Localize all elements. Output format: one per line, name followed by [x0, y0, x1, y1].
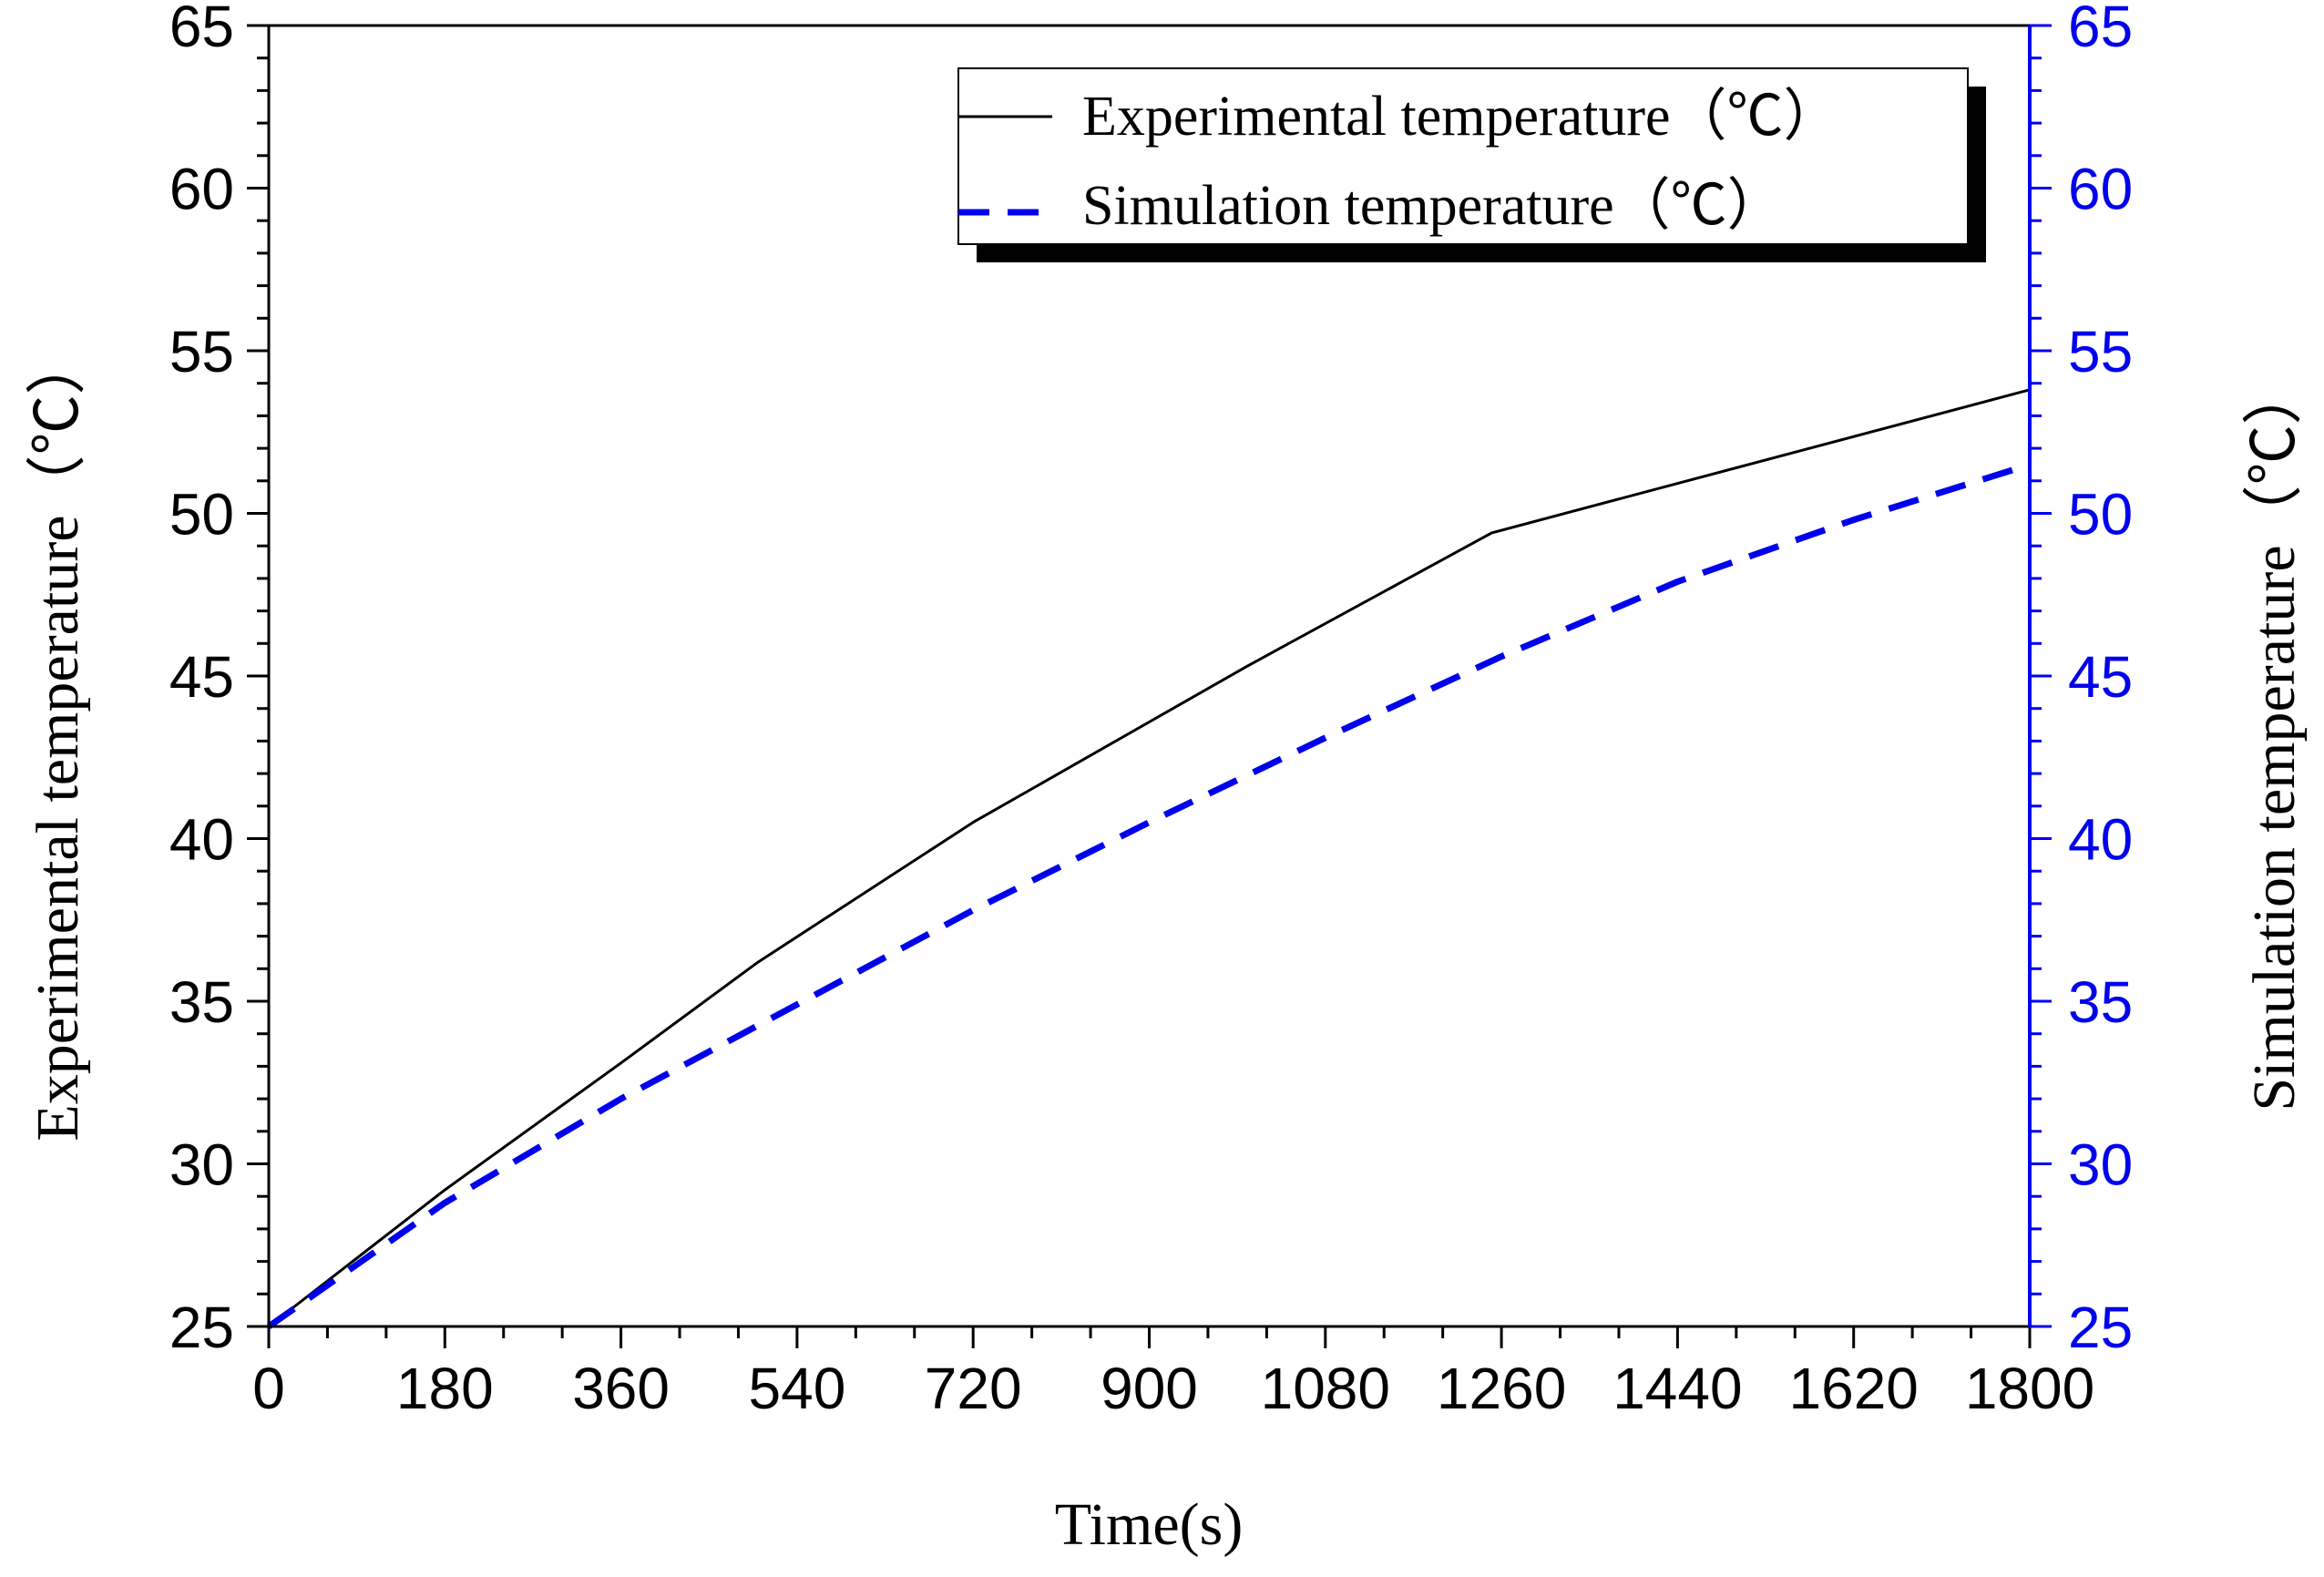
- simulation-temperature-line: [266, 461, 2032, 1329]
- series-layer: [266, 388, 2032, 1329]
- left-y-tick-label: 40: [169, 807, 234, 873]
- right-y-axis-title: Simulation temperature（℃）: [2241, 364, 2308, 1111]
- x-tick-label: 1260: [1437, 1356, 1566, 1421]
- x-tick-label: 900: [1101, 1356, 1198, 1421]
- ticks-layer: 0 180 360 540 720 900 1080 1260 1440 1620 18002530…: [169, 0, 2133, 1421]
- left-y-tick-label: 30: [169, 1132, 234, 1198]
- left-y-tick-label: 35: [169, 969, 234, 1035]
- legend-label-simulation: Simulation temperature（℃）: [1082, 175, 1784, 237]
- x-tick-label: 360: [572, 1356, 670, 1421]
- x-tick-label: 720: [925, 1356, 1022, 1421]
- x-tick-label: 1620: [1789, 1356, 1919, 1421]
- right-y-tick-label: 25: [2068, 1295, 2133, 1360]
- right-y-tick-label: 45: [2068, 644, 2133, 710]
- x-tick-label: 540: [749, 1356, 846, 1421]
- left-y-tick-label: 55: [169, 319, 234, 384]
- right-y-tick-label: 40: [2068, 807, 2133, 873]
- right-y-tick-label: 60: [2068, 157, 2133, 222]
- x-tick-label: 180: [396, 1356, 494, 1421]
- right-y-tick-label: 65: [2068, 0, 2133, 59]
- legend-label-experimental: Experimental temperature（℃）: [1082, 86, 1840, 148]
- right-y-tick-label: 30: [2068, 1132, 2133, 1198]
- left-y-axis-title: Experimental temperature（℃）: [25, 334, 91, 1141]
- legend: Experimental temperature（℃） Simulation t…: [957, 67, 1986, 262]
- x-tick-label: 1440: [1612, 1356, 1742, 1421]
- left-y-tick-label: 25: [169, 1295, 234, 1360]
- x-tick-label: 1080: [1261, 1356, 1390, 1421]
- experimental-temperature-line: [268, 388, 2031, 1328]
- left-y-tick-label: 65: [169, 0, 234, 59]
- left-y-tick-label: 50: [169, 482, 234, 548]
- right-y-tick-label: 35: [2068, 969, 2133, 1035]
- right-y-tick-label: 55: [2068, 319, 2133, 384]
- x-tick-label: 0: [252, 1356, 285, 1421]
- left-y-tick-label: 60: [169, 157, 234, 222]
- x-tick-label: 1800: [1965, 1356, 2094, 1421]
- x-axis-title: Time(s): [1055, 1491, 1244, 1558]
- left-y-tick-label: 45: [169, 644, 234, 710]
- legend-box: [957, 67, 1969, 245]
- right-y-tick-label: 50: [2068, 482, 2133, 548]
